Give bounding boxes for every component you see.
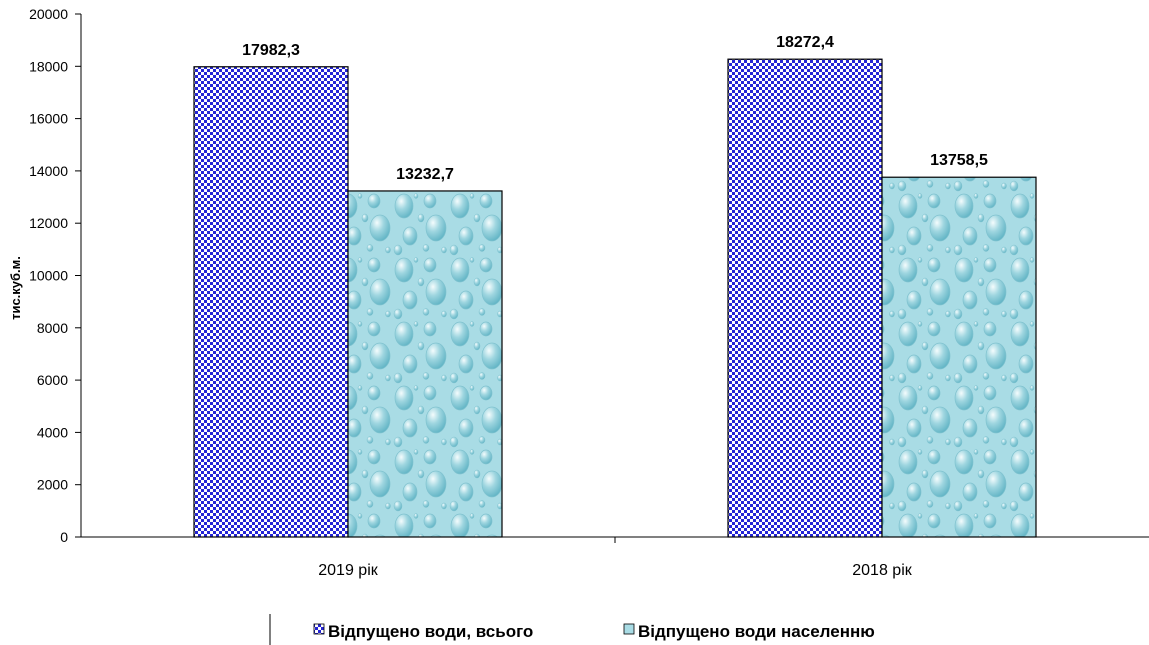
y-tick-label: 4000: [37, 424, 68, 440]
legend-label-population: Відпущено води населенню: [638, 622, 875, 641]
y-tick-label: 12000: [29, 215, 68, 231]
y-tick-label: 6000: [37, 372, 68, 388]
legend-label-total: Відпущено води, всього: [328, 622, 533, 641]
legend: Відпущено води, всього Відпущено води на…: [269, 614, 875, 645]
bar-population-1: [881, 176, 1037, 538]
data-label: 13232,7: [396, 166, 454, 183]
x-category-label: 2019 рік: [318, 562, 378, 579]
x-axis-labels: 2019 рік 2018 рік: [318, 562, 912, 579]
y-tick-label: 14000: [29, 163, 68, 179]
y-tick-label: 10000: [29, 268, 68, 284]
legend-swatch-total: [313, 623, 325, 635]
data-labels: 17982,3 13232,7 18272,4 13758,5: [242, 34, 988, 183]
bar-population-0: [347, 190, 503, 538]
y-tick-label: 2000: [37, 477, 68, 493]
y-tick-label: 8000: [37, 320, 68, 336]
bar-total-0: [193, 66, 349, 538]
data-label: 13758,5: [930, 152, 988, 169]
y-axis-title-group: тис.куб.м.: [8, 256, 23, 320]
x-category-label: 2018 рік: [852, 562, 912, 579]
y-tick-label: 20000: [29, 6, 68, 22]
y-tick-label: 0: [60, 529, 68, 545]
bar-total-1: [727, 58, 883, 538]
y-tick-label: 18000: [29, 58, 68, 74]
legend-swatch-population: [623, 623, 635, 635]
axes: [80, 14, 1149, 543]
bars: [193, 58, 1037, 538]
y-axis-title: тис.куб.м.: [8, 256, 23, 320]
y-tick-label: 16000: [29, 111, 68, 127]
data-label: 18272,4: [776, 34, 834, 51]
data-label: 17982,3: [242, 42, 300, 59]
y-axis-ticks: 0 2000 4000 6000 8000 10000 12000 14000 16000 180…: [29, 6, 81, 545]
